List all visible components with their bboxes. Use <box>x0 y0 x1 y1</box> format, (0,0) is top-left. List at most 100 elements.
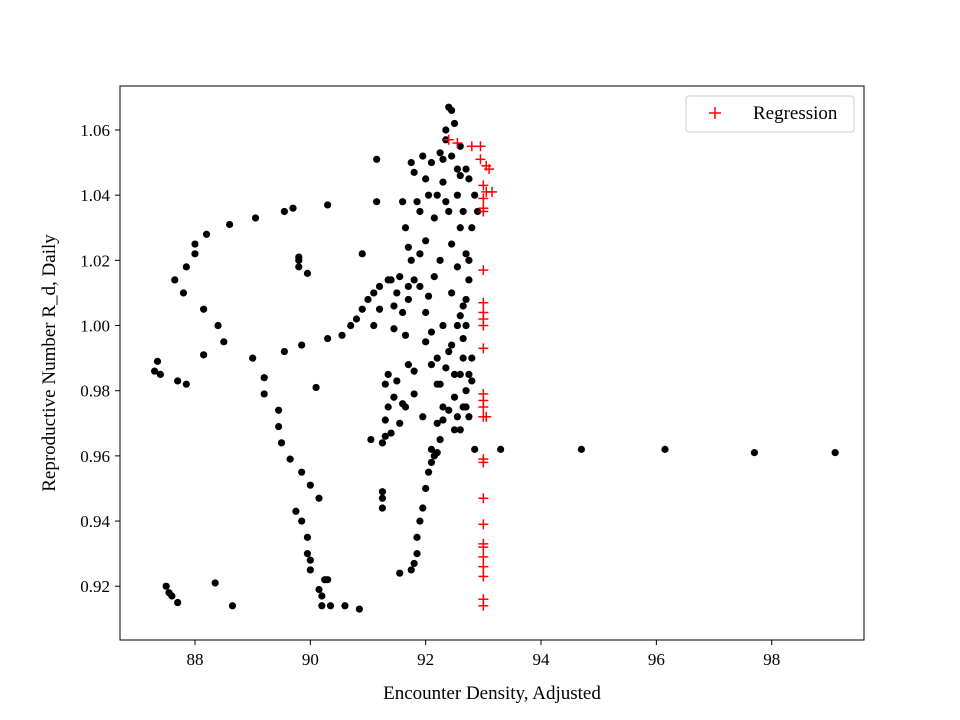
data-point <box>315 585 323 594</box>
data-point <box>303 550 312 558</box>
y-tick-label: 1.02 <box>80 251 110 270</box>
data-point <box>306 556 314 564</box>
data-point <box>384 403 392 411</box>
data-point <box>416 250 424 258</box>
data-point <box>280 347 288 356</box>
data-point <box>468 354 476 362</box>
data-point <box>416 517 424 525</box>
data-point <box>303 269 312 277</box>
regression-point <box>478 180 489 191</box>
data-point <box>453 321 461 330</box>
regression-point <box>478 206 489 217</box>
regression-point <box>478 571 489 582</box>
data-point <box>445 406 453 414</box>
data-point <box>341 602 349 610</box>
regression-point <box>475 141 486 152</box>
data-point <box>413 198 421 206</box>
data-point <box>292 507 300 515</box>
data-point <box>225 220 234 229</box>
data-point <box>378 494 387 502</box>
data-point <box>156 370 164 379</box>
data-point <box>401 403 410 411</box>
data-point <box>378 504 387 512</box>
data-point <box>750 449 759 457</box>
y-tick-label: 0.92 <box>80 577 110 596</box>
data-point <box>375 282 384 291</box>
data-point <box>153 357 162 365</box>
regression-point <box>478 519 489 530</box>
data-point <box>427 328 436 336</box>
data-point <box>450 119 459 128</box>
y-tick-label: 1.04 <box>80 186 110 205</box>
regression-point <box>452 138 463 149</box>
data-point <box>306 566 314 574</box>
regression-point <box>443 134 454 145</box>
data-point <box>381 432 389 440</box>
data-point <box>174 598 182 607</box>
data-point <box>433 419 441 427</box>
data-point <box>465 370 473 379</box>
data-point <box>462 295 470 304</box>
regression-point <box>481 411 492 422</box>
data-point <box>433 191 441 199</box>
data-point <box>373 198 381 206</box>
x-tick-label: 94 <box>533 650 551 669</box>
data-point <box>289 204 297 212</box>
data-point <box>315 494 323 502</box>
data-point <box>427 458 436 466</box>
data-point <box>468 224 476 232</box>
data-point <box>430 214 438 222</box>
data-point <box>286 455 294 463</box>
data-point <box>465 276 473 284</box>
data-point <box>367 435 375 444</box>
data-point <box>436 256 444 264</box>
data-point <box>381 380 389 388</box>
data-point <box>456 426 464 434</box>
data-point <box>396 273 404 281</box>
data-point <box>439 321 447 330</box>
data-point <box>260 374 268 382</box>
data-point <box>387 429 395 437</box>
data-point <box>179 289 188 297</box>
legend-box <box>685 95 855 133</box>
data-point <box>465 413 473 421</box>
data-point <box>214 321 222 330</box>
data-point <box>456 370 464 379</box>
data-point <box>312 383 320 392</box>
data-point <box>424 292 433 300</box>
data-point <box>384 370 392 379</box>
regression-point <box>478 343 489 354</box>
data-point <box>324 201 332 209</box>
data-point <box>168 592 176 600</box>
regression-point <box>478 193 489 204</box>
data-point <box>471 445 479 453</box>
data-point <box>419 504 427 512</box>
data-point <box>352 315 361 323</box>
data-point <box>324 576 332 584</box>
data-point <box>399 198 407 206</box>
data-point <box>433 380 441 388</box>
data-point <box>318 602 326 610</box>
data-point <box>413 533 421 541</box>
x-tick-label: 88 <box>186 650 203 669</box>
data-point <box>450 426 459 434</box>
data-point <box>456 172 464 180</box>
data-point <box>407 158 415 167</box>
legend-regression-marker <box>709 107 721 119</box>
data-point <box>410 276 418 284</box>
data-point <box>471 191 479 199</box>
data-point <box>450 393 459 401</box>
legend: Regression <box>685 95 855 133</box>
data-point <box>347 321 355 330</box>
data-point <box>422 175 430 183</box>
data-point <box>251 214 260 222</box>
data-point <box>298 341 306 349</box>
data-point <box>448 289 456 297</box>
data-point <box>422 237 430 245</box>
data-point <box>448 341 456 349</box>
data-point <box>416 282 424 291</box>
regression-point <box>478 320 489 331</box>
data-point <box>459 403 467 411</box>
data-point <box>456 312 464 320</box>
data-point <box>277 439 286 447</box>
